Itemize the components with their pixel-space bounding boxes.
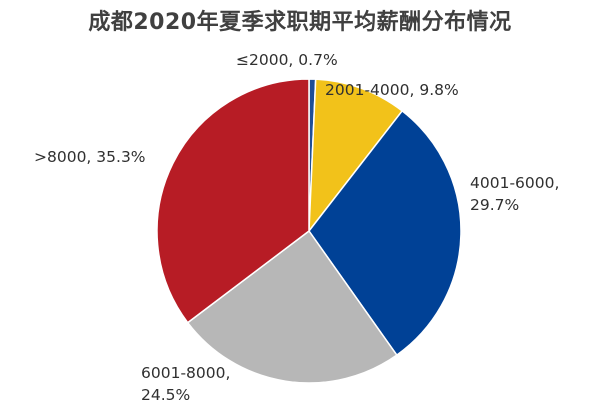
pie-slices — [156, 78, 462, 384]
slice-label-line: 4001-6000, — [470, 174, 560, 192]
slice-label-4: >8000, 35.3% — [34, 146, 146, 168]
slice-label-line: 6001-8000, — [141, 364, 231, 382]
pie-slice-6001-8000 — [186, 229, 398, 384]
slice-label-line: 24.5% — [141, 386, 191, 404]
pie-slice-2001-4000 — [308, 78, 404, 234]
slice-label-line: >8000, 35.3% — [34, 148, 146, 166]
slice-label-line: ≤2000, 0.7% — [236, 51, 338, 69]
slice-label-2: 4001-6000, 29.7% — [470, 172, 559, 216]
slice-label-line: 29.7% — [470, 196, 520, 214]
pie-slice-4001-6000 — [308, 109, 462, 357]
slice-label-0: ≤2000, 0.7% — [236, 49, 338, 71]
slice-label-3: 6001-8000, 24.5% — [141, 362, 230, 406]
slice-label-1: 2001-4000, 9.8% — [325, 79, 459, 101]
chart-title: 成都2020年夏季求职期平均薪酬分布情况 — [88, 10, 512, 35]
pie-slice-8000 — [156, 78, 310, 324]
slice-label-line: 2001-4000, 9.8% — [325, 81, 459, 99]
